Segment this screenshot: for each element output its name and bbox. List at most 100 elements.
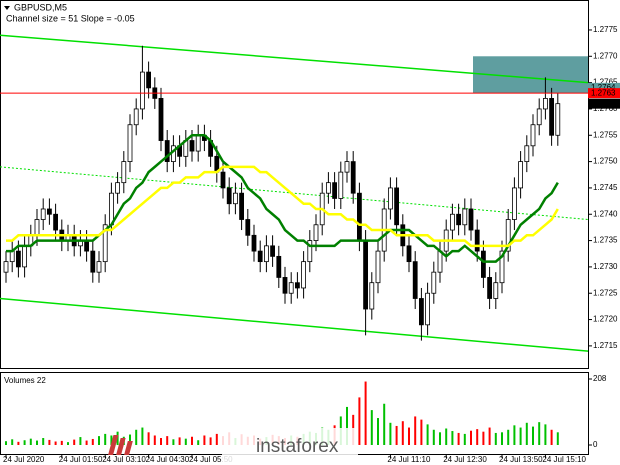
candle-body: [115, 182, 120, 194]
candle-body: [499, 250, 505, 284]
candle-body: [40, 208, 46, 220]
moving-average: [6, 165, 559, 248]
candle-body: [3, 261, 9, 273]
candle-body: [288, 282, 294, 294]
candle-body: [282, 277, 288, 294]
x-tick-label: 24 Jul 03:10: [102, 455, 146, 464]
y-tick-label: 1.2725: [593, 288, 618, 297]
candle-body: [34, 219, 40, 236]
price-label: 1.2764: [591, 83, 616, 92]
watermark-logo: [124, 441, 133, 455]
candle-body: [418, 298, 424, 326]
candle-body: [549, 98, 554, 136]
y-tick-label: 1.2770: [593, 51, 618, 60]
candle-body: [96, 261, 102, 273]
volume-tick-label: 0: [593, 440, 598, 449]
candle-body: [437, 250, 443, 273]
candle-body: [356, 192, 362, 241]
candle-body: [263, 245, 269, 263]
candle-body: [431, 271, 437, 294]
price-label: 1.2763: [591, 88, 616, 97]
candle-body: [555, 103, 561, 136]
chart-subtitle: Channel size = 51 Slope = -0.05: [6, 13, 135, 23]
chart-title: GBPUSD,M5: [14, 2, 67, 12]
candle-body: [449, 213, 455, 231]
x-tick-label: 24 Jul 2020: [3, 455, 45, 464]
candle-body: [90, 250, 96, 273]
candle-body: [344, 161, 350, 173]
candle-body: [487, 277, 493, 299]
y-tick-label: 1.2765: [593, 78, 618, 87]
candle-body: [313, 224, 319, 241]
candle-body: [536, 108, 542, 126]
plot-layer: 1.2715 1.2720 1.2725 1.2730 1.2735 1.2740 1.27…: [0, 25, 620, 464]
y-tick-label: 1.2730: [593, 262, 618, 271]
candle-body: [530, 124, 536, 147]
candle-body: [363, 240, 369, 310]
candle-body: [257, 250, 263, 263]
watermark: instaforex: [256, 436, 339, 457]
candle-body: [158, 98, 164, 141]
candle-body: [412, 261, 418, 299]
y-tick-label: 1.2715: [593, 341, 618, 350]
candle-body: [15, 250, 21, 268]
candle-body: [245, 219, 251, 236]
candle-body: [270, 245, 276, 257]
candle-body: [462, 208, 468, 226]
candle-body: [332, 182, 338, 199]
candle-body: [251, 234, 257, 252]
y-tick-label: 1.2750: [593, 157, 618, 166]
candle-body: [139, 71, 145, 110]
candle-body: [53, 213, 58, 231]
candle-body: [350, 161, 356, 194]
candle-body: [512, 187, 517, 220]
x-tick-label: 24 Jul 04:30: [146, 455, 190, 464]
y-tick-label: 1.2755: [593, 130, 618, 139]
candle-body: [468, 208, 474, 231]
y-tick-label: 1.2740: [593, 209, 618, 218]
x-tick-label: 24 Jul 05:50: [189, 455, 233, 464]
candle-body: [480, 250, 486, 278]
candle-body: [146, 71, 152, 89]
candle-body: [294, 282, 300, 289]
candle-body: [232, 192, 238, 205]
candle-body: [505, 219, 511, 252]
candle-body: [9, 250, 15, 263]
price-label-box: [588, 98, 620, 109]
candle-body: [121, 161, 127, 184]
candle-body: [127, 124, 133, 162]
candle-body: [375, 250, 381, 284]
y-tick-label: 1.2745: [593, 183, 618, 192]
candle-body: [425, 292, 431, 326]
volume-title: Volumes 22: [4, 376, 46, 385]
watermark-group: instaforex: [108, 428, 358, 462]
channel-line: [0, 34, 589, 84]
candle-body: [164, 140, 170, 162]
candle-body: [102, 224, 108, 263]
x-tick-label: 24 Jul 01:50: [59, 455, 103, 464]
x-tick-label: 24 Jul 11:10: [387, 455, 431, 464]
candle-body: [301, 261, 307, 289]
volume-tick-label: 208: [593, 374, 607, 383]
candle-body: [518, 161, 523, 189]
candle-body: [394, 187, 400, 226]
candle-body: [456, 213, 462, 226]
watermark-bg: [222, 428, 358, 462]
candle-body: [307, 240, 313, 263]
candle-body: [338, 171, 344, 199]
x-tick-label: 24 Jul 13:50: [499, 455, 543, 464]
candle-body: [276, 255, 282, 278]
candle-body: [226, 187, 232, 205]
candle-body: [524, 145, 530, 162]
candle-body: [220, 171, 226, 189]
y-tick-label: 1.2720: [593, 315, 618, 324]
y-tick-label: 1.2735: [593, 236, 618, 245]
candle-body: [543, 98, 548, 110]
price-label-box: [588, 88, 620, 99]
watermark-logo: [116, 438, 126, 455]
price-label: 1.2761: [591, 99, 616, 108]
candle-body: [406, 245, 412, 263]
candle-body: [189, 140, 195, 152]
x-tick-label: 24 Jul 12:30: [443, 455, 487, 464]
